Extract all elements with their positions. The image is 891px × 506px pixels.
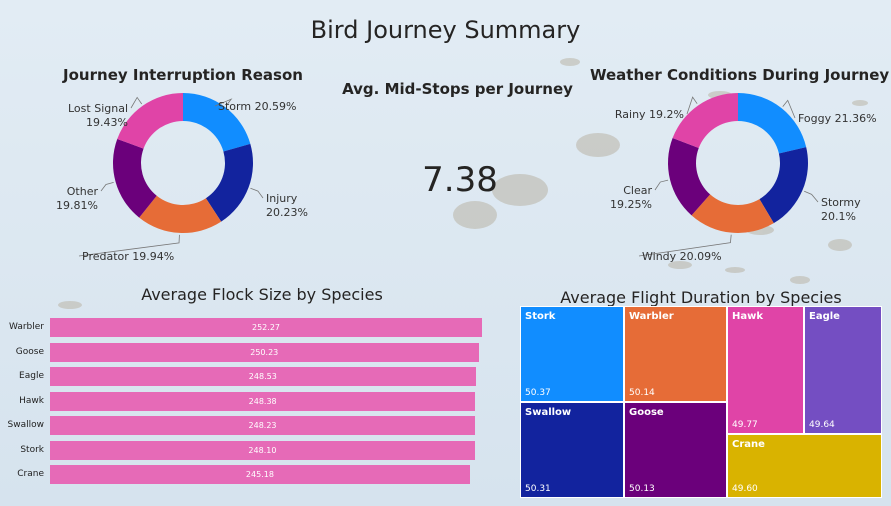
flock-value-goose: 250.23	[250, 347, 279, 357]
flock-value-stork: 248.10	[248, 445, 277, 455]
kpi-value: 7.38	[422, 160, 498, 200]
flock-bar-crane[interactable]	[50, 465, 470, 484]
duration-tile-crane[interactable]: Crane 49.60	[727, 434, 882, 498]
duration-tile-name-crane: Crane	[732, 439, 765, 450]
duration-tile-value-hawk: 49.77	[732, 420, 758, 430]
duration-tile-value-goose: 50.13	[629, 484, 655, 494]
interruption-slice-other[interactable]	[113, 138, 157, 218]
flock-category-warbler: Warbler	[9, 322, 44, 332]
weather-slice-foggy[interactable]	[738, 93, 807, 154]
flock-category-crane: Crane	[17, 469, 44, 479]
flock-bar-warbler[interactable]	[50, 318, 482, 337]
weather-label-rainy: Rainy 19.2%	[615, 108, 684, 121]
duration-tile-name-warbler: Warbler	[629, 311, 674, 322]
flock-bar-goose[interactable]	[50, 342, 479, 362]
flock-value-warbler: 252.27	[252, 323, 280, 332]
duration-chart-title: Average Flight Duration by Species	[560, 288, 842, 307]
kpi-title: Avg. Mid-Stops per Journey	[342, 80, 573, 98]
interruption-chart-title: Journey Interruption Reason	[63, 66, 303, 84]
flock-bar-hawk[interactable]	[50, 391, 476, 411]
duration-tile-goose[interactable]: Goose 50.13	[624, 402, 727, 498]
interruption-slice-storm[interactable]	[183, 93, 251, 152]
weather-leader-clear	[654, 179, 669, 191]
weather-leader-foggy	[782, 99, 796, 119]
weather-slice-rainy[interactable]	[672, 93, 738, 149]
weather-chart-title: Weather Conditions During Journey	[590, 66, 890, 84]
flock-bar-swallow[interactable]	[50, 416, 476, 435]
flock-value-hawk: 248.38	[248, 396, 277, 406]
weather-label-foggy: Foggy 21.36%	[798, 112, 877, 125]
duration-treemap: Stork 50.37 Warbler 50.14 Hawk 49.77 Eagle 49.6…	[520, 306, 882, 498]
interruption-label-storm: Storm 20.59%	[218, 100, 297, 113]
flock-bar-chart: Warbler 252.27 Goose 250.23 Eagle 248.53 Hawk 2…	[0, 312, 500, 497]
interruption-slice-injury[interactable]	[205, 143, 253, 222]
flock-category-goose: Goose	[15, 346, 44, 357]
weather-leader-rainy	[686, 96, 698, 115]
dashboard-title: Bird Journey Summary	[310, 16, 581, 44]
weather-label-windy: Windy 20.09%	[642, 250, 722, 263]
interruption-label-predator: Predator 19.94%	[82, 250, 174, 263]
flock-chart-title: Average Flock Size by Species	[141, 285, 383, 304]
flock-category-eagle: Eagle	[19, 371, 44, 381]
weather-leader-windy	[638, 234, 732, 257]
interruption-donut-chart[interactable]: Storm 20.59% Injury 20.23% Predator 19.94% O…	[0, 85, 360, 270]
weather-slice-windy[interactable]	[691, 194, 774, 233]
interruption-leader-storm	[214, 98, 233, 107]
flock-category-swallow: Swallow	[7, 420, 44, 430]
flock-bar-stork[interactable]	[50, 440, 475, 460]
interruption-label-injury: Injury 20.23%	[266, 192, 308, 219]
flock-value-eagle: 248.53	[248, 372, 277, 381]
interruption-leader-other	[100, 181, 114, 192]
weather-leader-stormy	[804, 190, 819, 203]
flock-category-hawk: Hawk	[19, 395, 44, 406]
weather-slice-stormy[interactable]	[759, 147, 808, 224]
duration-tile-value-warbler: 50.14	[629, 388, 655, 398]
duration-tile-warbler[interactable]: Warbler 50.14	[624, 306, 727, 402]
flock-value-swallow: 248.23	[248, 421, 277, 430]
duration-tile-eagle[interactable]: Eagle 49.64	[804, 306, 882, 434]
interruption-slice-predator[interactable]	[139, 195, 222, 233]
interruption-leader-predator	[78, 234, 180, 257]
duration-tile-stork[interactable]: Stork 50.37	[520, 306, 624, 402]
duration-tile-name-stork: Stork	[525, 311, 556, 322]
interruption-label-lost-signal: Lost Signal 19.43%	[68, 102, 128, 129]
duration-tile-value-eagle: 49.64	[809, 420, 835, 430]
weather-label-clear: Clear 19.25%	[610, 184, 652, 211]
duration-tile-name-goose: Goose	[629, 407, 664, 418]
interruption-slice-lost-signal[interactable]	[117, 93, 183, 149]
duration-tile-name-eagle: Eagle	[809, 311, 840, 322]
duration-tile-swallow[interactable]: Swallow 50.31	[520, 402, 624, 498]
weather-slice-clear[interactable]	[668, 138, 711, 216]
duration-tile-name-hawk: Hawk	[732, 311, 764, 322]
interruption-label-other: Other 19.81%	[56, 185, 98, 212]
flock-bar-eagle[interactable]	[50, 367, 476, 386]
interruption-leader-lost-signal	[130, 96, 143, 109]
duration-tile-value-stork: 50.37	[525, 388, 551, 398]
flock-value-crane: 245.18	[245, 470, 274, 479]
duration-tile-name-swallow: Swallow	[525, 407, 572, 418]
duration-tile-value-crane: 49.60	[732, 484, 758, 494]
flock-category-stork: Stork	[20, 444, 44, 455]
interruption-leader-injury	[250, 187, 264, 199]
duration-tile-hawk[interactable]: Hawk 49.77	[727, 306, 804, 434]
duration-tile-value-swallow: 50.31	[525, 484, 551, 494]
weather-label-stormy: Stormy 20.1%	[821, 196, 861, 223]
weather-donut-chart[interactable]: Foggy 21.36% Stormy 20.1% Windy 20.09% Clear…	[560, 85, 891, 270]
